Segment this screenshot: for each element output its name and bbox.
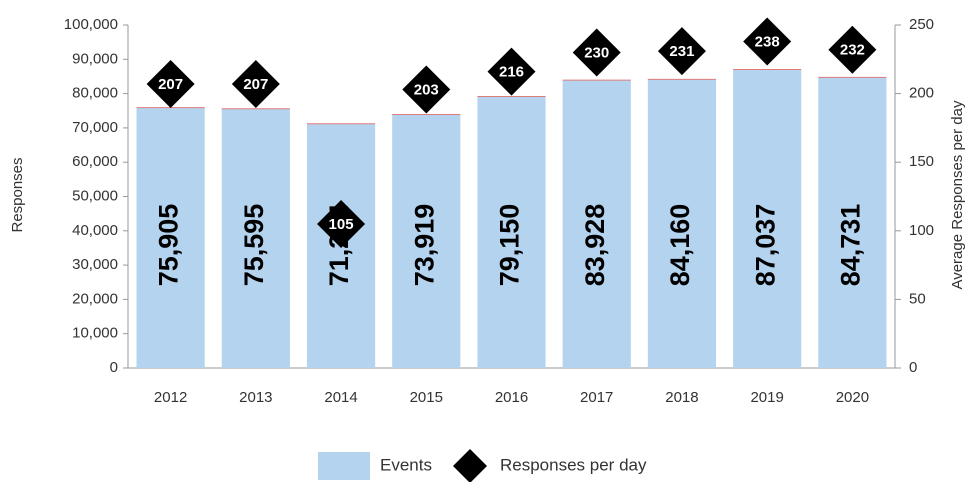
- x-tick-label: 2012: [154, 389, 187, 406]
- y-tick-label: 10,000: [72, 325, 118, 342]
- bar-value-label: 79,150: [495, 204, 525, 287]
- y-tick-label: 0: [110, 359, 118, 376]
- marker-value-label: 203: [414, 81, 439, 98]
- bar: [647, 79, 717, 368]
- diamond-marker: [572, 28, 621, 77]
- bar-value-label: 75,905: [154, 204, 184, 287]
- marker-value-label: 231: [669, 43, 694, 60]
- legend-swatch: [318, 452, 370, 480]
- y2-axis-title: Average Responses per day: [949, 100, 966, 290]
- marker-value-label: 238: [755, 33, 780, 50]
- bar-value-label: 84,160: [665, 204, 695, 287]
- diamond-marker: [317, 199, 366, 248]
- y-tick-label: 80,000: [72, 85, 118, 102]
- bar: [477, 96, 546, 368]
- bar: [818, 77, 887, 368]
- diamond-marker: [231, 59, 280, 108]
- x-tick-label: 2018: [665, 389, 698, 406]
- bar-value-label: 84,731: [836, 204, 866, 287]
- x-tick-label: 2016: [495, 389, 528, 406]
- y-axis-title: Responses: [9, 157, 26, 232]
- y2-tick-label: 250: [909, 16, 934, 33]
- x-tick-label: 2013: [239, 389, 272, 406]
- bar: [392, 114, 461, 369]
- marker-value-label: 232: [840, 42, 865, 59]
- x-tick-label: 2014: [324, 389, 357, 406]
- y-tick-label: 70,000: [72, 119, 118, 136]
- y-tick-label: 60,000: [72, 153, 118, 170]
- y-tick-label: 30,000: [72, 256, 118, 273]
- bar: [136, 107, 205, 369]
- marker-value-label: 230: [584, 44, 609, 61]
- bar: [733, 69, 802, 369]
- x-tick-label: 2015: [410, 389, 443, 406]
- legend-diamond: [453, 449, 487, 482]
- diamond-marker: [146, 59, 195, 108]
- x-tick-label: 2017: [580, 389, 613, 406]
- x-tick-label: 2020: [836, 389, 869, 406]
- diamond-marker: [743, 17, 792, 66]
- legend-label: Responses per day: [500, 455, 647, 474]
- bar-value-label: 75,595: [239, 204, 269, 287]
- y2-tick-label: 0: [909, 359, 917, 376]
- marker-value-label: 216: [499, 64, 524, 81]
- bar: [562, 80, 631, 369]
- marker-value-label: 207: [158, 76, 183, 93]
- legend-label: Events: [380, 455, 432, 474]
- y2-tick-label: 200: [909, 85, 934, 102]
- diamond-marker: [402, 65, 451, 114]
- marker-value-label: 207: [243, 76, 268, 93]
- marker-value-label: 105: [329, 216, 354, 233]
- bar: [221, 108, 290, 368]
- x-tick-label: 2019: [750, 389, 783, 406]
- bar-value-label: 83,928: [580, 204, 610, 287]
- diamond-marker: [828, 25, 877, 74]
- diamond-marker: [487, 47, 536, 96]
- bar-value-label: 87,037: [750, 204, 780, 287]
- y2-tick-label: 50: [909, 290, 926, 307]
- y-tick-label: 100,000: [64, 16, 118, 33]
- diamond-marker: [657, 27, 706, 76]
- bar-value-label: 73,919: [409, 204, 439, 287]
- y2-tick-label: 100: [909, 222, 934, 239]
- y-tick-label: 20,000: [72, 290, 118, 307]
- y-tick-label: 40,000: [72, 222, 118, 239]
- y-tick-label: 50,000: [72, 187, 118, 204]
- y2-tick-label: 150: [909, 153, 934, 170]
- y-tick-label: 90,000: [72, 50, 118, 67]
